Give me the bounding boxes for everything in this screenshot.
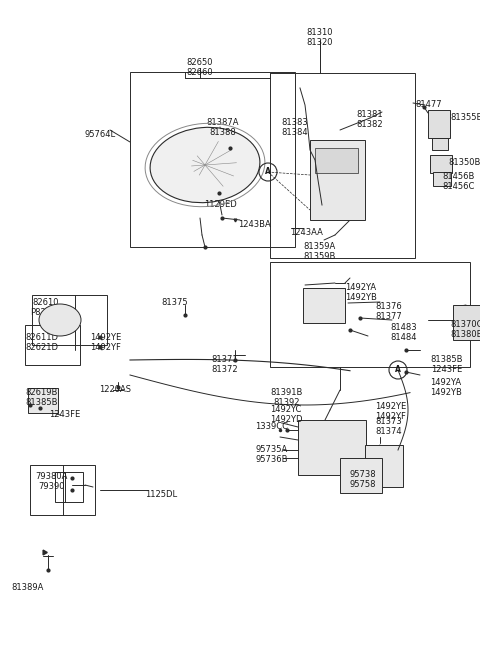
Text: 81373
81374: 81373 81374 [375, 417, 402, 436]
Bar [270, 262, 470, 367]
Ellipse shape [150, 127, 260, 202]
Text: 1129ED: 1129ED [204, 200, 236, 209]
Text: 81389A: 81389A [12, 583, 44, 592]
Text: 81381
81382: 81381 81382 [357, 110, 384, 130]
Text: 1492YE
1492YF: 1492YE 1492YF [375, 402, 406, 421]
Bar [340, 458, 382, 493]
Text: 81387A
81388: 81387A 81388 [207, 118, 239, 138]
Text: 81371
81372: 81371 81372 [212, 355, 238, 375]
Text: 79380A
79390: 79380A 79390 [35, 472, 67, 491]
Bar [32, 295, 107, 345]
Text: 81310
81320: 81310 81320 [307, 28, 333, 47]
Text: 81350B: 81350B [448, 158, 480, 167]
Text: 81477: 81477 [415, 100, 442, 109]
Bar [365, 445, 403, 487]
Bar [28, 388, 58, 413]
Text: 81483
81484: 81483 81484 [390, 323, 417, 343]
Bar [315, 148, 358, 173]
Bar [453, 305, 480, 340]
Text: 81391B
81392: 81391B 81392 [270, 388, 302, 407]
Text: A: A [265, 168, 271, 176]
Text: 1243AA: 1243AA [290, 228, 323, 237]
Text: 81383
81384: 81383 81384 [282, 118, 308, 138]
Bar [428, 110, 450, 138]
Text: 81355B: 81355B [450, 113, 480, 122]
Text: A: A [395, 365, 401, 375]
Text: 81385B
1243FE: 81385B 1243FE [430, 355, 463, 375]
Bar [303, 288, 345, 323]
Text: 95735A
95736B: 95735A 95736B [255, 445, 288, 464]
Text: 95738
95758: 95738 95758 [350, 470, 376, 489]
Text: 81375: 81375 [162, 298, 188, 307]
Bar [298, 420, 366, 475]
Bar [270, 73, 415, 258]
Text: 82619B
81385B: 82619B 81385B [25, 388, 58, 407]
Text: 1125DL: 1125DL [145, 490, 177, 499]
Bar [55, 472, 83, 502]
Text: 95764L: 95764L [84, 130, 116, 139]
Text: 1339CC: 1339CC [255, 422, 288, 431]
Bar [430, 155, 452, 173]
Text: 1492YA
1492YB: 1492YA 1492YB [430, 378, 462, 398]
Text: 81376
81377: 81376 81377 [375, 302, 402, 322]
Bar [130, 72, 295, 247]
Text: 1243FE: 1243FE [49, 410, 81, 419]
Text: 81370C
81380B: 81370C 81380B [450, 320, 480, 339]
Bar [432, 138, 448, 150]
Bar [310, 140, 365, 220]
Bar [30, 465, 95, 515]
Text: 81359A
81359B: 81359A 81359B [304, 242, 336, 261]
Bar [433, 172, 451, 186]
Ellipse shape [39, 304, 81, 336]
Text: 1492YA
1492YB: 1492YA 1492YB [345, 283, 377, 303]
Bar [25, 325, 80, 365]
Text: 82650
82660: 82650 82660 [187, 58, 213, 77]
Text: 82611D
82621D: 82611D 82621D [25, 333, 58, 352]
Text: 1492YC
1492YD: 1492YC 1492YD [270, 405, 302, 424]
Text: 1492YE
1492YF: 1492YE 1492YF [90, 333, 121, 352]
Text: 82610
P82620: 82610 P82620 [30, 298, 61, 318]
Text: 1243BA: 1243BA [238, 220, 271, 229]
Text: 81456B
81456C: 81456B 81456C [442, 172, 474, 191]
Text: 1220AS: 1220AS [99, 385, 131, 394]
